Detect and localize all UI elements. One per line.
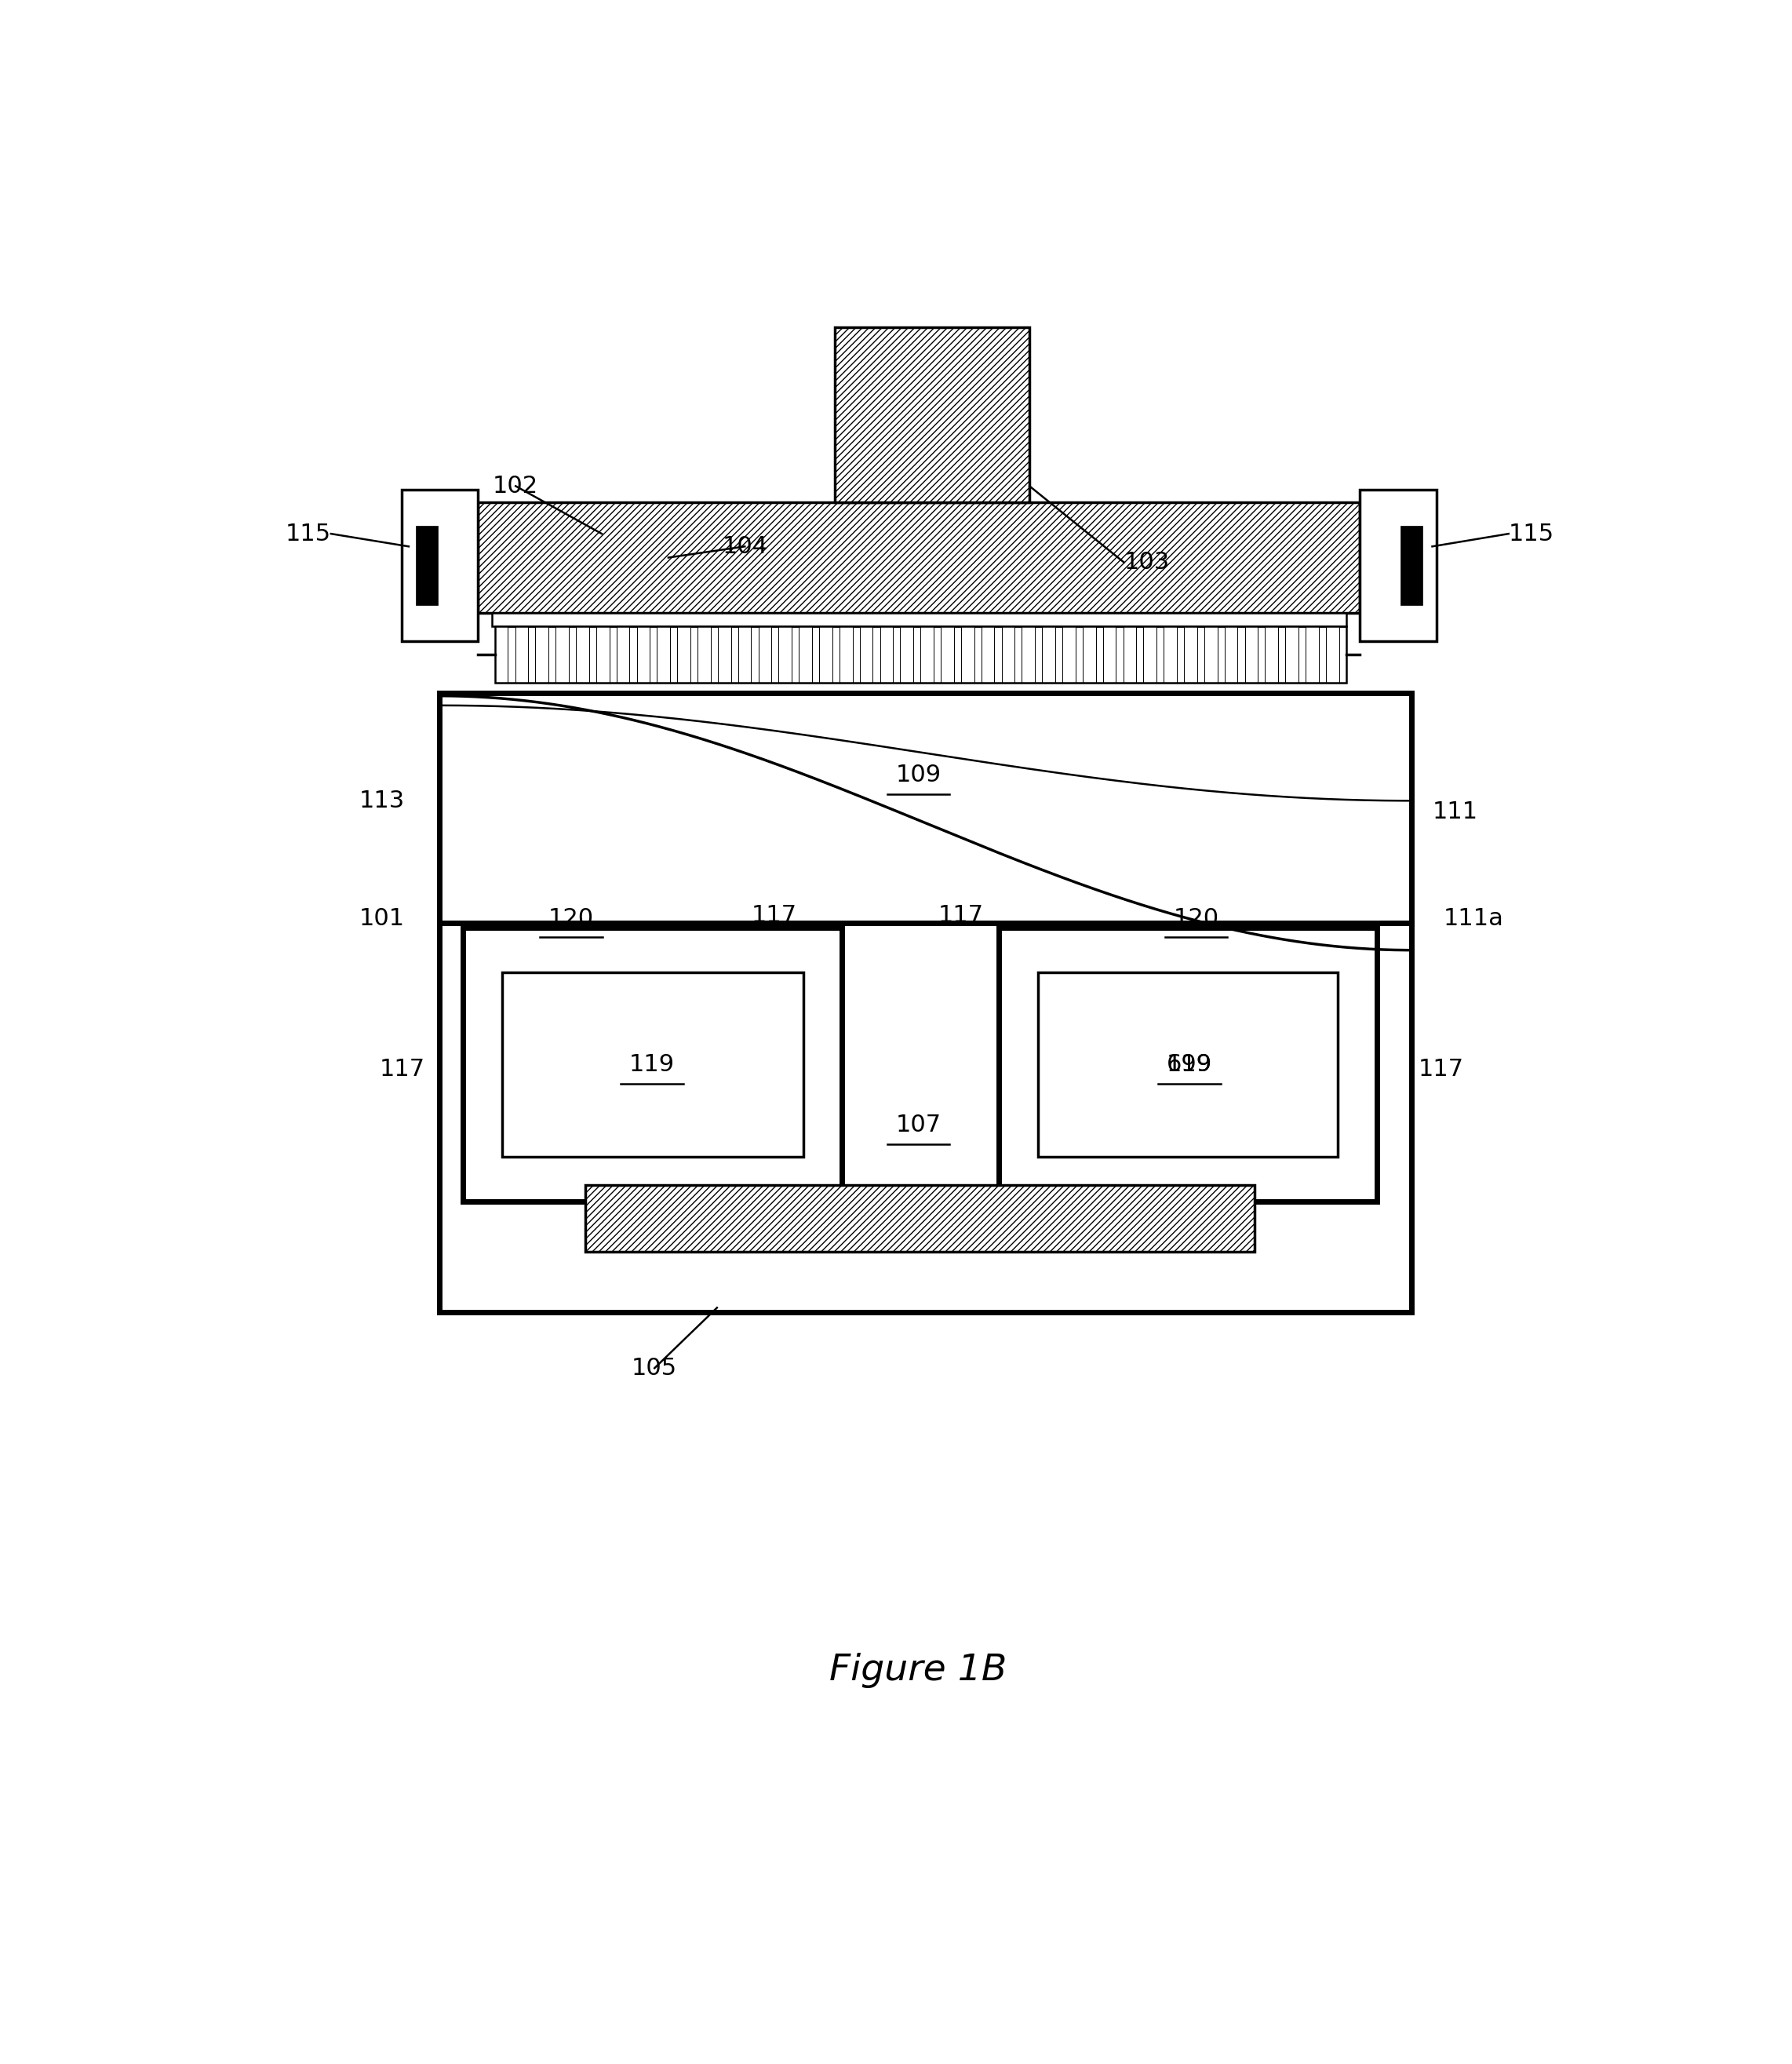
Text: 699: 699 — [1167, 1053, 1211, 1075]
Bar — [719, 625, 731, 683]
Bar — [1038, 972, 1339, 1156]
Text: 103: 103 — [1124, 551, 1170, 574]
Bar — [495, 625, 1346, 683]
Text: 119: 119 — [1167, 1053, 1211, 1075]
Text: 101: 101 — [358, 906, 405, 929]
Bar — [1204, 625, 1217, 683]
Bar — [556, 625, 568, 683]
Bar — [1021, 625, 1036, 683]
Bar — [1245, 625, 1258, 683]
Bar — [738, 625, 751, 683]
Bar — [880, 625, 892, 683]
Bar — [860, 625, 873, 683]
Text: 117: 117 — [753, 904, 797, 927]
Bar — [636, 625, 650, 683]
Bar — [1185, 625, 1197, 683]
Text: 117: 117 — [937, 904, 984, 927]
Bar — [536, 625, 548, 683]
Bar — [921, 625, 934, 683]
Bar — [502, 972, 803, 1156]
Text: 111a: 111a — [1443, 906, 1503, 929]
Bar — [819, 625, 831, 683]
Bar — [439, 694, 1412, 1313]
Bar — [1285, 625, 1299, 683]
Bar — [998, 929, 1376, 1201]
Bar — [697, 625, 711, 683]
Bar — [1326, 625, 1339, 683]
Bar — [1265, 625, 1278, 683]
Bar — [478, 502, 1360, 613]
Text: 105: 105 — [633, 1356, 677, 1379]
Bar — [1082, 625, 1095, 683]
Bar — [1002, 625, 1014, 683]
Text: 115: 115 — [285, 522, 332, 545]
Bar — [495, 625, 507, 683]
Bar — [799, 625, 812, 683]
Bar — [1306, 625, 1319, 683]
Bar — [1400, 526, 1423, 605]
Bar — [597, 625, 609, 683]
Bar — [835, 328, 1029, 502]
Bar — [1143, 625, 1156, 683]
Bar — [778, 625, 792, 683]
Bar — [758, 625, 771, 683]
Bar — [961, 625, 975, 683]
Text: 120: 120 — [548, 906, 593, 929]
Bar — [1102, 625, 1116, 683]
Text: 117: 117 — [1419, 1059, 1464, 1082]
Bar — [1124, 625, 1136, 683]
Bar — [493, 613, 1346, 625]
Bar — [1163, 625, 1177, 683]
Text: 120: 120 — [1174, 906, 1219, 929]
Bar — [1224, 625, 1238, 683]
Bar — [1360, 489, 1437, 642]
Text: 117: 117 — [380, 1059, 425, 1082]
Bar — [839, 625, 853, 683]
Bar — [1063, 625, 1075, 683]
Bar — [575, 625, 590, 683]
Bar — [658, 625, 670, 683]
Bar — [900, 625, 914, 683]
Bar — [401, 489, 478, 642]
Bar — [941, 625, 953, 683]
Text: Figure 1B: Figure 1B — [830, 1653, 1007, 1688]
Bar — [677, 625, 690, 683]
Text: 109: 109 — [896, 764, 941, 786]
Bar — [982, 625, 995, 683]
Text: 113: 113 — [358, 788, 405, 811]
Text: 107: 107 — [896, 1115, 941, 1137]
Bar — [416, 526, 437, 605]
Bar — [1043, 625, 1055, 683]
Bar — [584, 1185, 1254, 1253]
Text: 111: 111 — [1432, 801, 1478, 824]
Text: 104: 104 — [722, 535, 767, 557]
Bar — [514, 625, 529, 683]
Text: 119: 119 — [629, 1053, 674, 1075]
Bar — [462, 929, 842, 1201]
Text: 115: 115 — [1509, 522, 1554, 545]
Text: 102: 102 — [493, 475, 538, 497]
Bar — [616, 625, 629, 683]
